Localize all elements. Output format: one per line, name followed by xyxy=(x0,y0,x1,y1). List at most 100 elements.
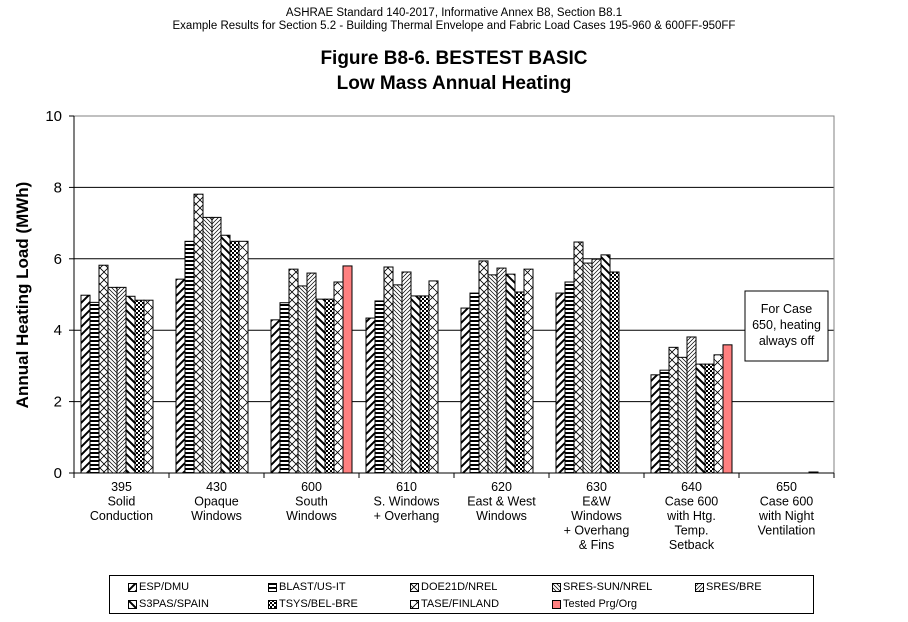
x-tick-label: Windows xyxy=(476,509,527,523)
header-line-1: ASHRAE Standard 140-2017, Informative An… xyxy=(285,7,623,19)
annotation-text: For Case xyxy=(761,302,812,316)
axes xyxy=(69,115,835,478)
legend: ESP/DMU BLAST/US-IT DOE21D/NREL SRES-SUN/NR… xyxy=(109,575,814,614)
legend-swatch xyxy=(552,599,561,609)
bar-630-sres-bre xyxy=(591,258,602,474)
chart-subtitle: Low Mass Annual Heating xyxy=(336,73,572,94)
bar-395-s3pas-spain xyxy=(125,295,136,474)
bar-630-esp-dmu xyxy=(555,292,566,474)
x-tick-label: Ventilation xyxy=(758,524,816,538)
x-tick-label: with Htg. xyxy=(666,509,716,523)
bar-600-s3pas-spain xyxy=(315,298,326,474)
x-tick-label: 650 xyxy=(776,480,797,494)
legend-swatch xyxy=(410,599,419,609)
bars xyxy=(80,193,819,474)
x-tick-label: 610 xyxy=(396,480,417,494)
x-tick-label: Case 600 xyxy=(665,495,719,509)
legend-item-blast-us-it: BLAST/US-IT xyxy=(268,581,346,593)
legend-item-esp-dmu: ESP/DMU xyxy=(128,581,189,593)
bar-640-s3pas-spain xyxy=(695,363,706,474)
bar-620-tsys-bel-bre xyxy=(514,291,525,474)
legend-item-s3pas-spain: S3PAS/SPAIN xyxy=(128,598,209,610)
bar-395-esp-dmu xyxy=(80,294,91,474)
y-tick-label: 0 xyxy=(54,465,62,482)
bar-630-doe21d-nrel xyxy=(573,241,584,474)
bar-610-tsys-bel-bre xyxy=(419,295,430,474)
bar-610-s3pas-spain xyxy=(410,295,421,474)
y-tick-label: 6 xyxy=(54,251,62,268)
y-axis-label: Annual Heating Load (MWh) xyxy=(13,182,32,409)
y-tick-label: 10 xyxy=(45,108,62,125)
bar-430-s3pas-spain xyxy=(220,234,231,474)
x-tick-label: Windows xyxy=(191,509,242,523)
legend-swatch xyxy=(128,599,137,609)
legend-swatch xyxy=(268,582,277,592)
x-tick-label: Case 600 xyxy=(760,495,814,509)
bar-640-sres-bre xyxy=(686,336,697,474)
x-tick-label: E&W xyxy=(582,495,611,509)
x-tick-label: 395 xyxy=(111,480,132,494)
bar-600-tested-prg-org xyxy=(342,265,353,474)
annotation-text: always off xyxy=(759,334,815,348)
bar-640-tested-prg-org xyxy=(722,344,733,474)
y-tick-labels: 0 2 4 6 8 10 xyxy=(45,108,62,482)
x-tick-label: Temp. xyxy=(674,524,708,538)
bar-620-blast-us-it xyxy=(469,292,480,474)
bar-600-tsys-bel-bre xyxy=(324,298,335,474)
legend-label: SRES/BRE xyxy=(706,581,762,593)
x-tick-label: South xyxy=(295,495,328,509)
bar-640-tsys-bel-bre xyxy=(704,363,715,474)
bar-395-sres-bre xyxy=(116,286,127,474)
bar-630-s3pas-spain xyxy=(600,254,611,474)
x-tick-label: 640 xyxy=(681,480,702,494)
annotation-box-frame xyxy=(744,290,829,362)
legend-swatch xyxy=(552,582,561,592)
x-tick-label: + Overhang xyxy=(374,509,440,523)
x-tick-labels: 395SolidConduction430OpaqueWindows600Sou… xyxy=(90,480,816,552)
bar-620-esp-dmu xyxy=(460,307,471,474)
bar-610-blast-us-it xyxy=(374,300,385,474)
bar-610-sres-sun-nrel xyxy=(392,284,403,474)
legend-label: SRES-SUN/NREL xyxy=(563,581,653,593)
bar-640-blast-us-it xyxy=(659,369,670,474)
x-tick-label: Opaque xyxy=(194,495,239,509)
bar-430-doe21d-nrel xyxy=(193,193,204,474)
bar-630-blast-us-it xyxy=(564,281,575,474)
bar-620-sres-bre xyxy=(496,267,507,474)
x-tick-label: with Night xyxy=(758,509,814,523)
header-line-2: Example Results for Section 5.2 - Buildi… xyxy=(172,20,736,32)
x-tick-label: Solid xyxy=(108,495,136,509)
legend-item-sres-sun-nrel: SRES-SUN/NREL xyxy=(552,581,652,593)
bar-620-s3pas-spain xyxy=(505,273,516,474)
bar-600-sres-sun-nrel xyxy=(297,285,308,474)
x-tick-label: Conduction xyxy=(90,509,153,523)
bar-600-doe21d-nrel xyxy=(288,268,299,474)
legend-item-tase-finland: TASE/FINLAND xyxy=(410,598,499,610)
bar-395-tsys-bel-bre xyxy=(134,299,145,474)
x-tick-label: 630 xyxy=(586,480,607,494)
bar-430-blast-us-it xyxy=(184,240,195,474)
bar-610-doe21d-nrel xyxy=(383,266,394,474)
legend-label: TSYS/BEL-BRE xyxy=(279,598,358,610)
legend-item-doe21d-nrel: DOE21D/NREL xyxy=(410,581,497,593)
x-tick-label: Windows xyxy=(571,509,622,523)
bar-430-esp-dmu xyxy=(175,278,186,474)
y-tick-label: 2 xyxy=(54,394,62,411)
bar-640-tase-finland xyxy=(713,354,724,474)
x-tick-label: Setback xyxy=(669,538,715,552)
bar-630-tsys-bel-bre xyxy=(609,271,620,474)
bar-610-tase-finland xyxy=(428,280,439,474)
bar-430-tsys-bel-bre xyxy=(229,240,240,474)
legend-label: ESP/DMU xyxy=(139,581,190,593)
bar-430-sres-bre xyxy=(211,216,222,474)
legend-item-tested-prg-org: Tested Prg/Org xyxy=(552,598,637,610)
legend-label: BLAST/US-IT xyxy=(279,581,346,593)
legend-item-sres-bre: SRES/BRE xyxy=(695,581,762,593)
bar-630-sres-sun-nrel xyxy=(582,262,593,474)
legend-label: TASE/FINLAND xyxy=(421,598,500,610)
bar-640-sres-sun-nrel xyxy=(677,356,688,474)
legend-swatch xyxy=(410,582,419,592)
bar-610-sres-bre xyxy=(401,271,412,474)
x-tick-label: S. Windows xyxy=(374,495,440,509)
